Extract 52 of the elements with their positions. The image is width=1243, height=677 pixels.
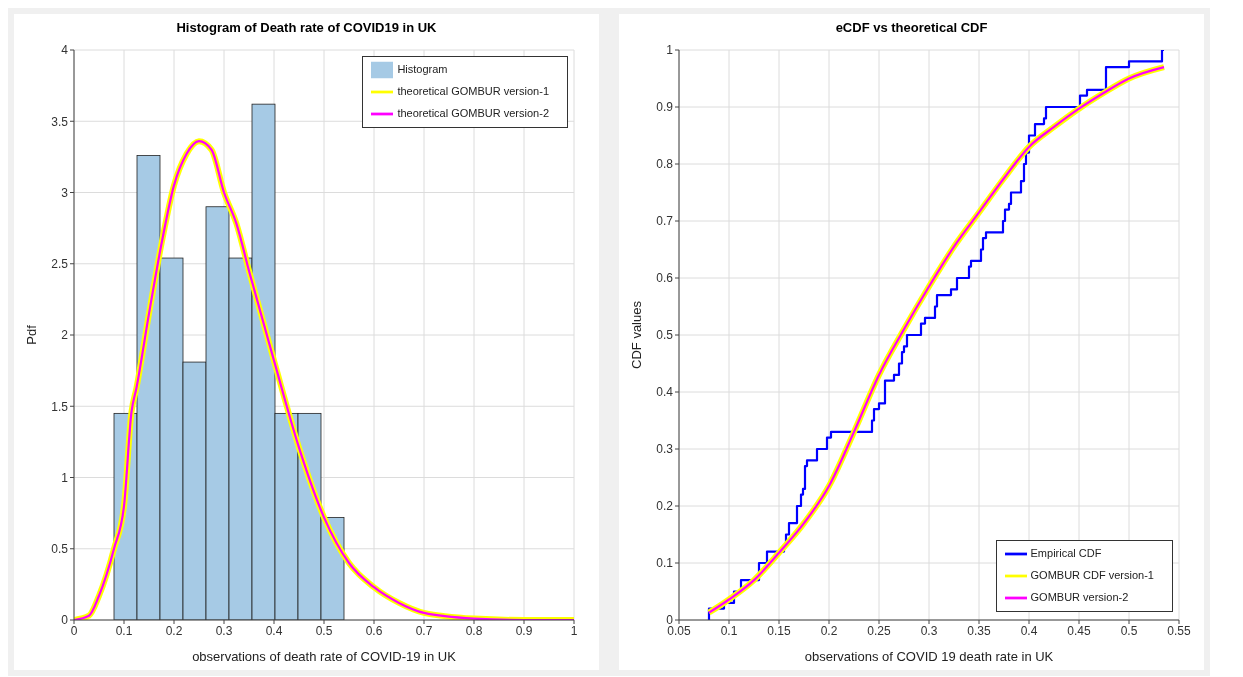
legend-label: GOMBUR CDF version-1 <box>1030 568 1154 581</box>
y-tick-label: 4 <box>61 43 69 58</box>
y-tick-label: 0.2 <box>656 499 674 514</box>
x-tick-label: 0.25 <box>867 623 891 638</box>
x-tick-label: 0.1 <box>720 623 738 638</box>
x-tick-label: 0.3 <box>215 623 233 638</box>
x-tick-label: 0.5 <box>315 623 333 638</box>
legend-label: Empirical CDF <box>1030 546 1102 559</box>
legend-label: theoretical GOMBUR version-1 <box>397 84 549 97</box>
y-tick-label: 0.6 <box>656 271 674 286</box>
legend-label: theoretical GOMBUR version-2 <box>397 106 549 119</box>
y-tick-label: 3 <box>61 185 69 200</box>
y-tick-label: 0.5 <box>656 328 674 343</box>
y-tick-label: 0.7 <box>656 214 674 229</box>
x-tick-label: 0.4 <box>265 623 283 638</box>
x-tick-label: 0.6 <box>365 623 383 638</box>
y-axis-title: Pdf <box>23 324 39 345</box>
x-tick-label: 0.55 <box>1167 623 1191 638</box>
x-tick-label: 0.7 <box>415 623 433 638</box>
x-axis-title: observations of COVID 19 death rate in UK <box>804 649 1054 664</box>
x-tick-label: 0.2 <box>820 623 838 638</box>
x-tick-label: 0.9 <box>515 623 533 638</box>
y-tick-label: 1 <box>61 470 69 485</box>
x-tick-label: 0.2 <box>165 623 183 638</box>
y-tick-label: 0.4 <box>656 385 674 400</box>
y-tick-label: 3.5 <box>51 114 69 129</box>
y-tick-label: 0.1 <box>656 556 674 571</box>
y-tick-label: 0.9 <box>656 100 674 115</box>
y-tick-label: 0.5 <box>51 542 69 557</box>
chart-title: Histogram of Death rate of COVID19 in UK <box>175 19 438 37</box>
x-tick-label: 1 <box>570 623 578 638</box>
x-tick-label: 0.5 <box>1120 623 1138 638</box>
y-tick-label: 2.5 <box>51 257 69 272</box>
legend-label: GOMBUR version-2 <box>1030 590 1129 603</box>
x-tick-label: 0.1 <box>115 623 133 638</box>
x-tick-label: 0.3 <box>920 623 938 638</box>
y-tick-label: 1.5 <box>51 399 69 414</box>
x-tick-label: 0.15 <box>767 623 791 638</box>
x-tick-label: 0.45 <box>1067 623 1091 638</box>
x-tick-label: 0.35 <box>967 623 991 638</box>
x-axis-title: observations of death rate of COVID-19 in UK <box>192 649 457 664</box>
y-tick-label: 0 <box>61 613 69 628</box>
y-tick-label: 1 <box>666 43 674 58</box>
x-tick-label: 0.4 <box>1020 623 1038 638</box>
y-tick-label: 2 <box>61 328 69 343</box>
y-tick-label: 0.8 <box>656 157 674 172</box>
chart-title: eCDF vs theoretical CDF <box>834 19 989 37</box>
y-axis-title: CDF values <box>628 300 644 369</box>
y-tick-label: 0.3 <box>656 442 674 457</box>
x-tick-label: 0.05 <box>667 623 691 638</box>
x-tick-label: 0.8 <box>465 623 483 638</box>
legend-label: Histogram <box>397 62 448 75</box>
